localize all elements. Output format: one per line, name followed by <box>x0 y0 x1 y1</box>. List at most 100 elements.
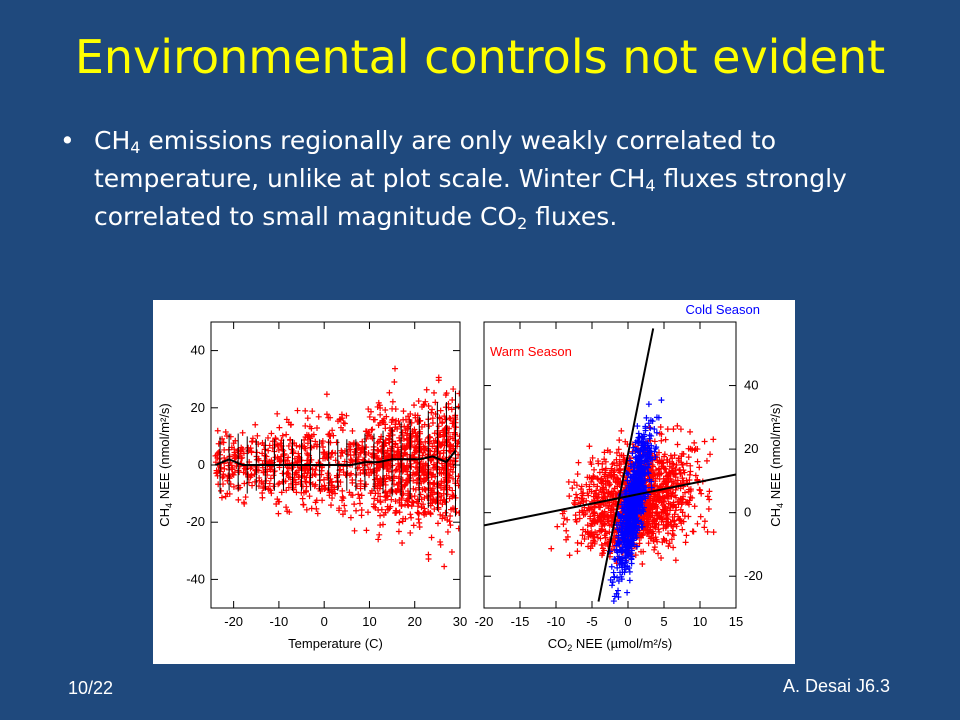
data-point <box>644 518 651 525</box>
data-point <box>374 440 381 447</box>
data-point <box>632 516 639 523</box>
data-point <box>601 493 608 500</box>
data-point <box>619 512 626 519</box>
data-point <box>670 479 677 486</box>
data-point <box>575 499 582 506</box>
data-point <box>564 533 571 540</box>
data-point <box>338 447 345 454</box>
data-point <box>649 528 656 535</box>
data-point <box>635 454 642 461</box>
data-point <box>647 425 654 432</box>
data-point <box>268 490 275 497</box>
data-point <box>435 434 442 441</box>
data-point <box>218 494 225 501</box>
data-point <box>650 538 657 545</box>
data-point <box>239 429 246 436</box>
bullet-part: fluxes strongly correlated to small magn… <box>94 164 847 231</box>
data-point <box>325 414 332 421</box>
data-point <box>453 509 460 516</box>
data-point <box>306 479 313 486</box>
data-point <box>238 444 245 451</box>
data-point <box>375 490 382 497</box>
data-point <box>401 482 408 489</box>
data-point <box>265 485 272 492</box>
data-point <box>594 534 601 541</box>
data-point <box>433 463 440 470</box>
fit-line <box>484 473 736 527</box>
data-point <box>329 495 336 502</box>
data-point <box>660 480 667 487</box>
data-point <box>323 391 330 398</box>
data-point <box>369 435 376 442</box>
data-point <box>661 453 668 460</box>
data-point <box>642 457 649 464</box>
data-point <box>392 365 399 372</box>
data-point <box>358 492 365 499</box>
data-point <box>298 489 305 496</box>
data-point <box>313 505 320 512</box>
data-point <box>386 505 393 512</box>
data-point <box>435 423 442 430</box>
bullet-text: CH4 emissions regionally are only weakly… <box>94 122 900 236</box>
data-point <box>413 432 420 439</box>
data-point <box>428 534 435 541</box>
data-point <box>374 467 381 474</box>
data-point <box>276 424 283 431</box>
data-point <box>634 439 641 446</box>
data-point <box>304 415 311 422</box>
data-point <box>384 493 391 500</box>
data-point <box>221 454 228 461</box>
x-tick-label: 10 <box>693 614 707 629</box>
data-point <box>377 493 384 500</box>
data-point <box>346 489 353 496</box>
data-point <box>655 550 662 557</box>
data-point <box>456 390 460 397</box>
data-point <box>584 522 591 529</box>
data-point <box>574 548 581 555</box>
plot-frame <box>483 321 737 609</box>
data-point <box>626 497 633 503</box>
data-point <box>317 487 324 494</box>
data-point <box>677 506 684 513</box>
data-point <box>601 473 608 480</box>
data-point <box>304 440 311 447</box>
data-point <box>248 449 255 456</box>
data-point <box>214 427 221 434</box>
data-point <box>423 510 430 517</box>
data-point <box>706 488 713 495</box>
data-point <box>252 467 259 474</box>
data-point <box>685 454 692 461</box>
data-point <box>407 529 414 536</box>
data-point <box>686 486 693 493</box>
data-point <box>572 516 579 523</box>
data-point <box>588 488 595 495</box>
data-point <box>616 437 623 444</box>
data-point <box>669 513 676 520</box>
data-point <box>357 449 364 456</box>
data-point <box>694 520 701 527</box>
data-point <box>266 466 273 473</box>
data-point <box>414 509 421 516</box>
data-point <box>440 469 447 476</box>
data-point <box>691 503 698 510</box>
data-point <box>677 426 684 433</box>
data-point <box>216 448 223 455</box>
data-point <box>395 528 402 535</box>
data-point <box>397 488 404 495</box>
data-point <box>263 477 270 484</box>
y-axis-label: CH4 NEE (nmol/m²/s) <box>768 403 785 527</box>
data-point <box>624 515 631 522</box>
data-point <box>411 426 418 433</box>
data-point <box>665 543 672 550</box>
data-point <box>674 422 681 429</box>
data-point <box>339 511 346 518</box>
data-point <box>347 441 354 448</box>
data-point <box>331 486 338 493</box>
data-point <box>216 455 223 462</box>
data-point <box>276 480 283 487</box>
data-point <box>374 403 381 410</box>
data-point <box>383 450 390 457</box>
data-point <box>647 497 654 504</box>
data-point <box>620 456 627 463</box>
data-point <box>449 397 456 404</box>
